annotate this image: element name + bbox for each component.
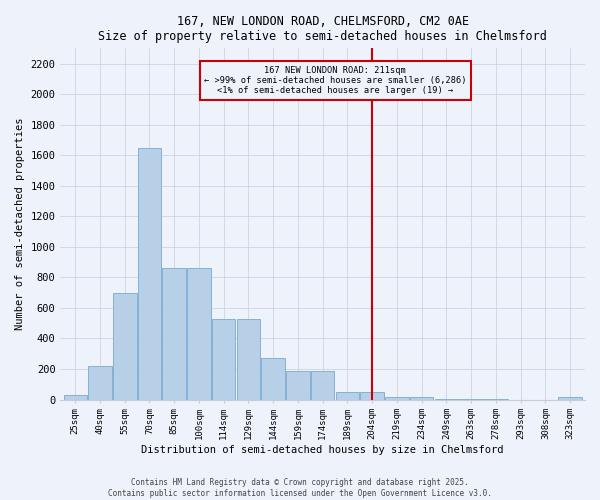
Bar bbox=[88, 366, 112, 400]
Text: 167 NEW LONDON ROAD: 211sqm
← >99% of semi-detached houses are smaller (6,286)
<: 167 NEW LONDON ROAD: 211sqm ← >99% of se… bbox=[204, 66, 466, 96]
Bar bbox=[311, 372, 334, 400]
Bar bbox=[237, 318, 260, 400]
Bar bbox=[361, 392, 384, 400]
Bar bbox=[335, 392, 359, 400]
Bar bbox=[262, 358, 285, 400]
Bar bbox=[385, 398, 409, 400]
Bar bbox=[434, 399, 458, 400]
Y-axis label: Number of semi-detached properties: Number of semi-detached properties bbox=[15, 118, 25, 330]
Bar bbox=[484, 399, 508, 400]
Bar bbox=[163, 268, 186, 400]
Bar bbox=[113, 292, 137, 400]
Bar bbox=[460, 399, 483, 400]
Bar bbox=[286, 372, 310, 400]
Bar bbox=[559, 396, 582, 400]
X-axis label: Distribution of semi-detached houses by size in Chelmsford: Distribution of semi-detached houses by … bbox=[142, 445, 504, 455]
Bar bbox=[187, 268, 211, 400]
Title: 167, NEW LONDON ROAD, CHELMSFORD, CM2 0AE
Size of property relative to semi-deta: 167, NEW LONDON ROAD, CHELMSFORD, CM2 0A… bbox=[98, 15, 547, 43]
Bar bbox=[64, 395, 87, 400]
Bar bbox=[212, 318, 235, 400]
Bar bbox=[138, 148, 161, 400]
Bar bbox=[410, 398, 433, 400]
Text: Contains HM Land Registry data © Crown copyright and database right 2025.
Contai: Contains HM Land Registry data © Crown c… bbox=[108, 478, 492, 498]
